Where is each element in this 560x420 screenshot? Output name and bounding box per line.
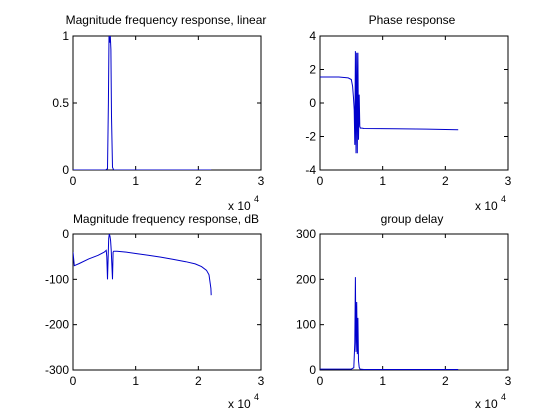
x-tick-label: 0 [317,374,324,388]
y-tick-label: -200 [45,318,69,332]
x-tick-label: 0 [70,174,77,188]
x-tick-label: 2 [195,174,202,188]
y-tick-label: 4 [309,29,316,43]
y-tick-label: 0 [309,363,316,377]
y-tick-label: 0 [309,96,316,110]
y-tick-label: -100 [45,272,69,286]
subplot-title: Magnitude frequency response, dB [73,212,259,226]
x-tick-label: 1 [132,374,139,388]
y-tick-label: 0.5 [52,96,69,110]
x-tick-label: 3 [258,374,265,388]
x-multiplier: x 10 [228,199,251,213]
x-multiplier-exponent: 4 [501,392,506,402]
y-tick-label: -300 [45,363,69,377]
y-tick-label: 2 [309,63,316,77]
x-tick-label: 1 [379,374,386,388]
x-tick-label: 0 [317,174,324,188]
series-line [73,36,212,170]
axes-box [72,233,262,371]
y-tick-label: 300 [296,227,316,241]
series-line [320,277,459,370]
x-tick-label: 3 [258,174,265,188]
y-tick-label: 0 [62,163,69,177]
subplot-title: Magnitude frequency response, linear [66,13,267,27]
subplot-db: Magnitude frequency response, dB 0 1 2 3 -30… [45,212,265,411]
subplot-linear: Magnitude frequency response, linear 0 1 2… [52,13,266,213]
x-tick-label: 2 [442,174,449,188]
x-tick-label: 3 [505,174,512,188]
y-tick-label: 200 [296,272,316,286]
y-tick-label: -4 [305,163,316,177]
subplot-title: Phase response [369,13,456,27]
y-tick-label: 0 [62,227,69,241]
x-multiplier-exponent: 4 [501,194,506,204]
x-multiplier: x 10 [475,199,498,213]
y-tick-label: -2 [305,130,316,144]
x-tick-label: 2 [442,374,449,388]
subplot-title: group delay [381,212,444,226]
subplot-phase: Phase response 0 1 2 3 -4 -2 0 2 4 x 10 4 [305,13,511,213]
series-line [320,51,459,154]
x-tick-label: 1 [132,174,139,188]
subplot-group-delay: group delay 0 1 2 3 0 100 200 300 x 10 4 [296,212,512,411]
y-tick-label: 1 [62,29,69,43]
x-multiplier-exponent: 4 [254,392,259,402]
x-tick-label: 3 [505,374,512,388]
x-tick-label: 2 [195,374,202,388]
x-tick-label: 0 [70,374,77,388]
x-multiplier: x 10 [475,397,498,411]
axes-box [319,233,509,371]
x-tick-label: 1 [379,174,386,188]
series-line [73,234,212,296]
axes-box [72,35,262,171]
y-tick-label: 100 [296,318,316,332]
axes-box [319,35,509,171]
x-multiplier: x 10 [228,397,251,411]
x-multiplier-exponent: 4 [254,194,259,204]
